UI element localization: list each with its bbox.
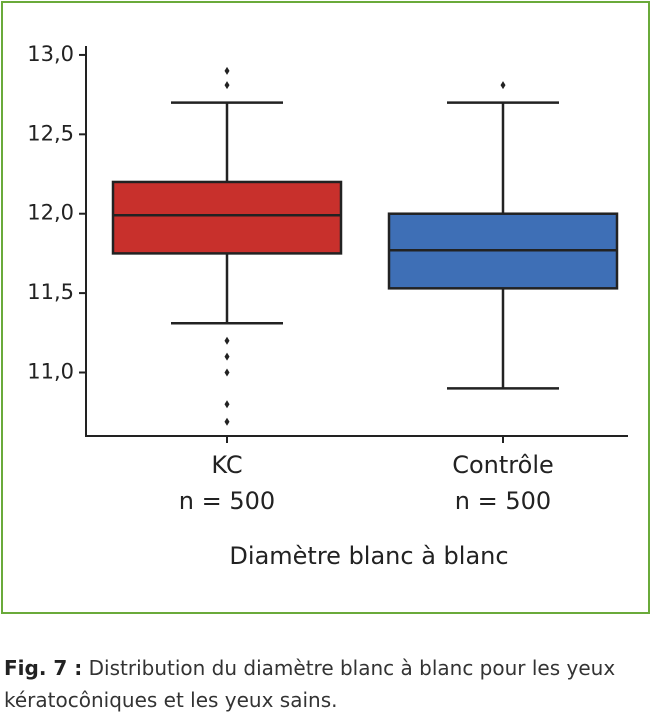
- outlier: [224, 400, 230, 409]
- outlier: [224, 66, 230, 75]
- box: [111, 180, 343, 255]
- caption-text: Distribution du diamètre blanc à blanc p…: [4, 656, 616, 712]
- y-tick-label: 11,5: [27, 280, 74, 304]
- outlier: [500, 81, 506, 90]
- y-tick-label: 13,0: [27, 42, 74, 66]
- caption: Fig. 7 : Distribution du diamètre blanc …: [4, 652, 650, 716]
- x-tick-label: Contrôle: [452, 451, 554, 479]
- y-tick-label: 11,0: [27, 359, 74, 383]
- caption-label: Fig. 7 :: [4, 656, 83, 680]
- outlier: [224, 81, 230, 90]
- y-tick-label: 12,5: [27, 121, 74, 145]
- outlier: [224, 417, 230, 426]
- chart-frame: [1, 1, 650, 614]
- y-tick-label: 12,0: [27, 201, 74, 225]
- x-tick-label: KC: [211, 451, 242, 479]
- outlier: [224, 368, 230, 377]
- chart: Diamètre blanc à blanc 11,0 11,5 12,0 12,5 1…: [27, 42, 628, 570]
- x-axis-label: Diamètre blanc à blanc: [229, 542, 508, 570]
- x-tick-sublabel: n = 500: [455, 487, 551, 515]
- x-tick-sublabel: n = 500: [179, 487, 275, 515]
- outlier: [224, 352, 230, 361]
- outlier: [224, 336, 230, 345]
